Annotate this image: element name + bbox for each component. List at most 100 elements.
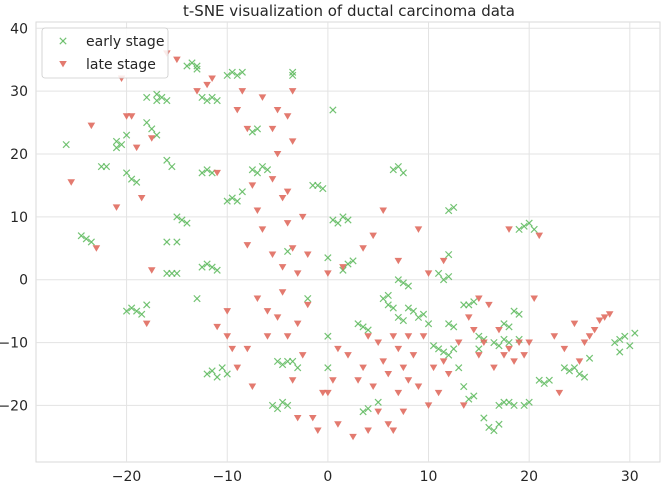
point-early-stage bbox=[470, 298, 478, 306]
point-late-stage bbox=[485, 301, 493, 309]
point-early-stage bbox=[490, 338, 498, 347]
point-early-stage bbox=[278, 398, 287, 406]
x-tick-label: 20 bbox=[520, 469, 538, 484]
point-early-stage bbox=[465, 301, 473, 309]
point-early-stage bbox=[545, 376, 553, 384]
point-early-stage bbox=[314, 181, 322, 190]
point-early-stage bbox=[394, 313, 402, 322]
point-late-stage bbox=[142, 320, 151, 328]
point-early-stage bbox=[143, 301, 151, 309]
point-early-stage bbox=[188, 59, 196, 67]
point-late-stage bbox=[605, 311, 614, 318]
point-late-stage bbox=[208, 75, 216, 82]
point-late-stage bbox=[283, 188, 292, 196]
point-early-stage bbox=[354, 320, 362, 328]
point-early-stage bbox=[203, 166, 211, 174]
point-early-stage bbox=[203, 370, 211, 378]
point-early-stage bbox=[278, 360, 287, 369]
point-early-stage bbox=[475, 332, 483, 340]
point-late-stage bbox=[243, 125, 252, 133]
point-early-stage bbox=[409, 307, 418, 315]
point-early-stage bbox=[283, 247, 292, 256]
point-late-stage bbox=[273, 314, 282, 321]
point-late-stage bbox=[434, 389, 443, 397]
point-early-stage bbox=[112, 144, 121, 152]
point-early-stage bbox=[505, 398, 513, 406]
point-late-stage bbox=[369, 383, 377, 390]
point-late-stage bbox=[278, 289, 287, 296]
point-early-stage bbox=[525, 219, 533, 227]
point-late-stage bbox=[147, 135, 156, 142]
point-late-stage bbox=[293, 270, 302, 277]
point-late-stage bbox=[570, 320, 579, 328]
point-late-stage bbox=[238, 88, 247, 95]
point-early-stage bbox=[289, 68, 297, 76]
point-early-stage bbox=[233, 71, 241, 80]
point-early-stage bbox=[213, 96, 221, 105]
point-late-stage bbox=[258, 94, 267, 101]
point-late-stage bbox=[293, 320, 302, 328]
point-early-stage bbox=[455, 364, 463, 372]
point-late-stage bbox=[535, 232, 544, 240]
point-early-stage bbox=[626, 342, 634, 350]
point-early-stage bbox=[213, 373, 221, 381]
legend-triangle-marker bbox=[59, 60, 67, 68]
point-late-stage bbox=[404, 377, 413, 384]
point-late-stage bbox=[555, 389, 564, 397]
point-late-stage bbox=[127, 113, 136, 120]
point-early-stage bbox=[389, 304, 397, 312]
point-early-stage bbox=[238, 188, 246, 196]
point-early-stage bbox=[304, 294, 312, 303]
point-early-stage bbox=[540, 379, 548, 388]
point-late-stage bbox=[334, 345, 342, 353]
point-early-stage bbox=[439, 348, 448, 356]
point-late-stage bbox=[67, 179, 76, 186]
point-early-stage bbox=[203, 96, 211, 105]
point-early-stage bbox=[344, 216, 352, 224]
point-late-stage bbox=[288, 138, 297, 145]
point-late-stage bbox=[414, 383, 423, 390]
point-early-stage bbox=[404, 304, 413, 312]
point-early-stage bbox=[253, 169, 262, 177]
point-early-stage bbox=[414, 313, 423, 322]
point-late-stage bbox=[510, 358, 518, 365]
point-early-stage bbox=[621, 332, 629, 340]
point-late-stage bbox=[379, 358, 388, 365]
point-early-stage bbox=[379, 294, 387, 303]
point-early-stage bbox=[334, 219, 342, 227]
point-early-stage bbox=[500, 320, 508, 328]
point-early-stage bbox=[112, 137, 121, 146]
point-early-stage bbox=[465, 395, 473, 403]
point-early-stage bbox=[102, 162, 111, 171]
point-early-stage bbox=[122, 131, 131, 139]
point-early-stage bbox=[273, 357, 282, 366]
point-early-stage bbox=[495, 342, 503, 350]
point-early-stage bbox=[439, 276, 448, 284]
point-late-stage bbox=[314, 427, 322, 434]
point-early-stage bbox=[470, 392, 478, 400]
point-late-stage bbox=[439, 257, 448, 265]
point-late-stage bbox=[283, 220, 292, 227]
point-late-stage bbox=[263, 308, 272, 315]
point-late-stage bbox=[308, 414, 317, 422]
point-late-stage bbox=[394, 389, 403, 397]
point-early-stage bbox=[173, 269, 181, 278]
point-late-stage bbox=[228, 345, 237, 353]
point-late-stage bbox=[278, 194, 287, 202]
point-early-stage bbox=[611, 338, 619, 347]
point-early-stage bbox=[178, 216, 186, 224]
point-late-stage bbox=[87, 122, 96, 130]
point-early-stage bbox=[213, 266, 221, 274]
point-early-stage bbox=[570, 364, 579, 372]
point-early-stage bbox=[434, 269, 443, 278]
point-late-stage bbox=[359, 245, 367, 252]
point-early-stage bbox=[560, 364, 569, 372]
point-early-stage bbox=[394, 162, 402, 171]
point-early-stage bbox=[82, 235, 90, 243]
point-late-stage bbox=[298, 352, 307, 359]
point-late-stage bbox=[253, 207, 262, 214]
point-late-stage bbox=[364, 427, 372, 434]
point-late-stage bbox=[258, 226, 267, 233]
point-late-stage bbox=[147, 267, 156, 274]
point-early-stage bbox=[133, 178, 141, 186]
